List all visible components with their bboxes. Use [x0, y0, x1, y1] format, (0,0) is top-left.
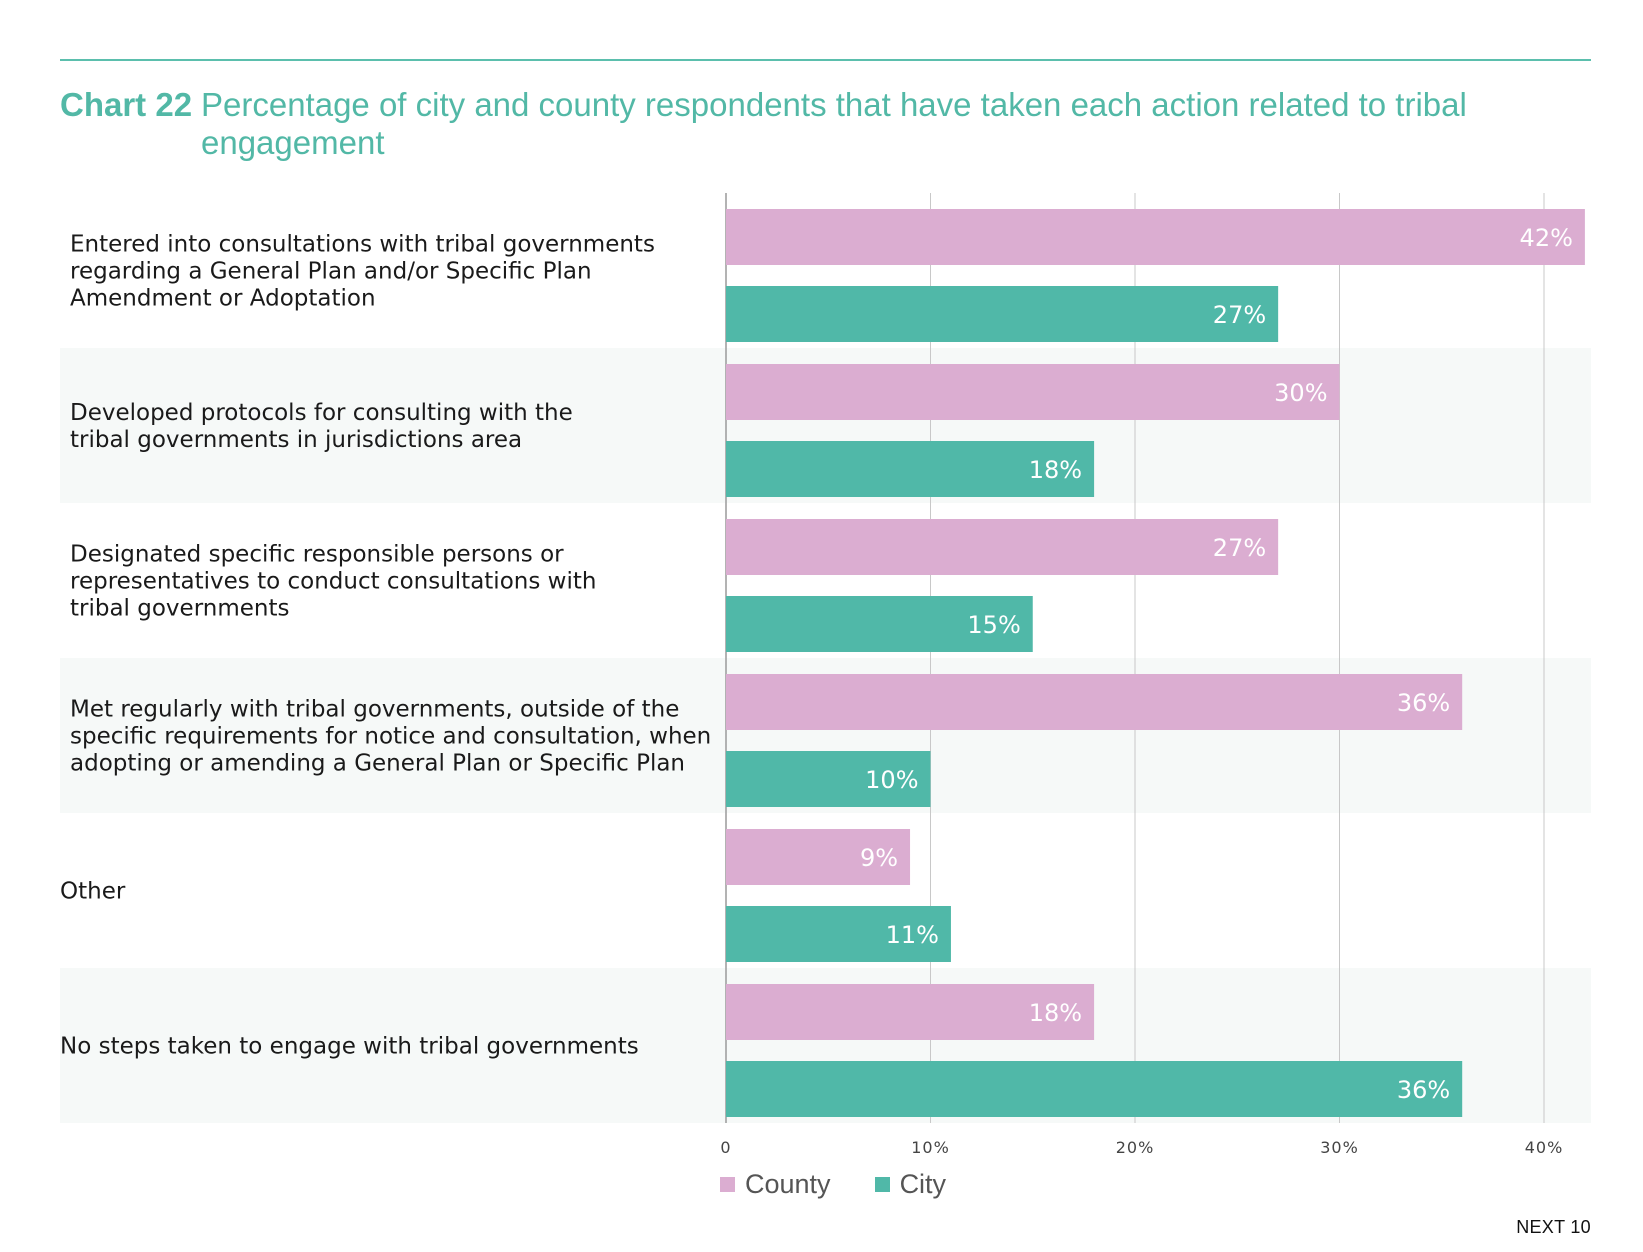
bar-county	[726, 209, 1585, 265]
top-rule	[60, 59, 1591, 61]
bar-value-label: 27%	[1213, 534, 1266, 562]
bar-city	[726, 596, 1033, 652]
bar-value-label: 42%	[1520, 224, 1573, 252]
bar-value-label: 18%	[1029, 999, 1082, 1027]
bar-value-label: 36%	[1397, 1076, 1450, 1104]
category-label: Met regularly with tribal governments, o…	[70, 697, 711, 777]
category-labels: Entered into consultations with tribal g…	[60, 232, 711, 1060]
x-tick-label: 10%	[911, 1138, 950, 1157]
x-tick-label: 20%	[1116, 1138, 1155, 1157]
legend-swatch-city	[874, 1177, 890, 1192]
category-label: Designated specific responsible persons …	[70, 542, 596, 622]
bars: 42% 30% 27% 36% 9% 18% 27% 18% 15% 10% 11% 36%	[726, 209, 1585, 1117]
bar-value-label: 36%	[1397, 689, 1450, 717]
legend-swatch-county	[720, 1177, 735, 1192]
bar-city	[726, 441, 1095, 497]
bar-value-label: 30%	[1274, 379, 1327, 407]
chart-number: Chart 22	[60, 86, 193, 123]
bar-value-label: 9%	[860, 844, 898, 872]
bar-county	[726, 364, 1340, 420]
legend: County City	[720, 1169, 946, 1200]
chart-title: Percentage of city and county respondent…	[201, 86, 1467, 161]
category-label: Developed protocols for consulting with …	[70, 400, 573, 453]
bar-county	[726, 984, 1095, 1040]
category-label: No steps taken to engage with tribal gov…	[60, 1034, 639, 1060]
bar-value-label: 18%	[1029, 456, 1082, 484]
bar-city	[726, 1061, 1463, 1117]
bar-city	[726, 286, 1279, 342]
bar-value-label: 10%	[865, 766, 918, 794]
bar-value-label: 15%	[967, 611, 1020, 639]
x-tick-label: 40%	[1525, 1138, 1564, 1157]
bar-county	[726, 829, 911, 885]
x-tick-label: 0	[720, 1138, 731, 1157]
bar-county	[726, 674, 1463, 730]
bar-county	[726, 519, 1279, 575]
legend-item-city: City	[874, 1169, 947, 1200]
legend-label-county: County	[745, 1169, 831, 1199]
brand-footer: NEXT 10	[1516, 1217, 1591, 1237]
legend-label-city: City	[899, 1169, 947, 1199]
grid-lines	[725, 193, 1545, 1123]
bar-city	[726, 751, 931, 807]
bar-value-label: 11%	[886, 921, 939, 949]
x-tick-labels: 0 10% 20% 30% 40%	[720, 1138, 1564, 1157]
category-label: Entered into consultations with tribal g…	[70, 232, 655, 312]
bar-city	[726, 906, 951, 962]
category-label: Other	[60, 879, 126, 905]
legend-item-county: County	[720, 1169, 831, 1200]
bar-value-label: 27%	[1213, 301, 1266, 329]
x-tick-label: 30%	[1320, 1138, 1359, 1157]
